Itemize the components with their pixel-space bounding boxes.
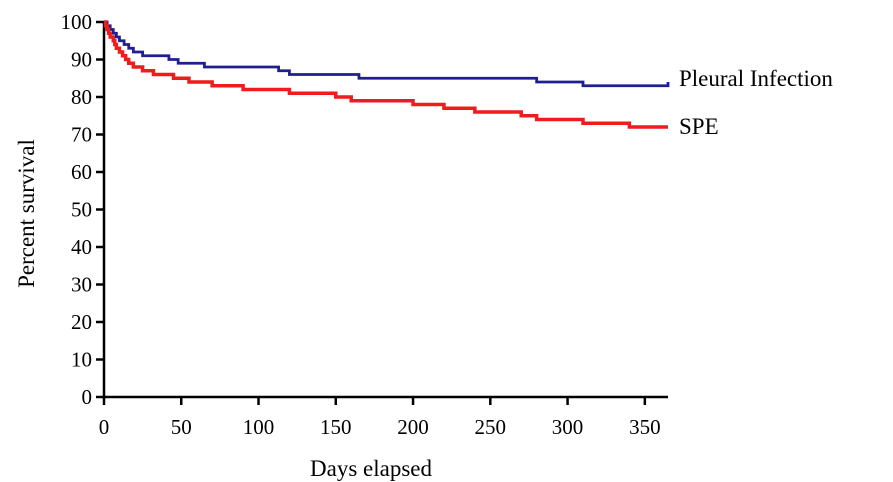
series-labels: Pleural Infection SPE bbox=[679, 66, 833, 139]
y-tick-label: 40 bbox=[71, 235, 92, 259]
series-label-pleural-infection: Pleural Infection bbox=[679, 66, 833, 91]
x-tick-label: 250 bbox=[475, 415, 507, 439]
y-tick-label: 80 bbox=[71, 85, 92, 109]
y-tick-label: 60 bbox=[71, 160, 92, 184]
axes: 0 10 20 30 40 50 60 70 80 90 100 0 50 100 150 200 250 300… bbox=[61, 10, 668, 439]
series-line-spe bbox=[103, 20, 668, 129]
x-tick-label: 0 bbox=[99, 415, 110, 439]
y-tick-label: 30 bbox=[71, 273, 92, 297]
x-tick-label: 350 bbox=[629, 415, 661, 439]
x-tick-label: 100 bbox=[243, 415, 275, 439]
y-tick-label: 20 bbox=[71, 310, 92, 334]
y-tick-label: 0 bbox=[82, 385, 93, 409]
series-line-pleural-infection bbox=[104, 20, 670, 88]
x-tick-label: 300 bbox=[552, 415, 584, 439]
y-tick-label: 10 bbox=[71, 348, 92, 372]
x-tick-label: 150 bbox=[320, 415, 352, 439]
y-tick-label: 50 bbox=[71, 198, 92, 222]
x-tick-label: 50 bbox=[171, 415, 192, 439]
series-label-spe: SPE bbox=[679, 114, 719, 139]
axis-titles: Days elapsed Percent survival bbox=[14, 139, 432, 481]
y-tick-label: 90 bbox=[71, 48, 92, 72]
y-tick-label: 70 bbox=[71, 123, 92, 147]
x-axis-title: Days elapsed bbox=[310, 456, 432, 481]
y-tick-label: 100 bbox=[61, 10, 93, 34]
y-axis-title: Percent survival bbox=[14, 139, 39, 288]
series-lines bbox=[103, 20, 670, 129]
x-tick-label: 200 bbox=[397, 415, 429, 439]
